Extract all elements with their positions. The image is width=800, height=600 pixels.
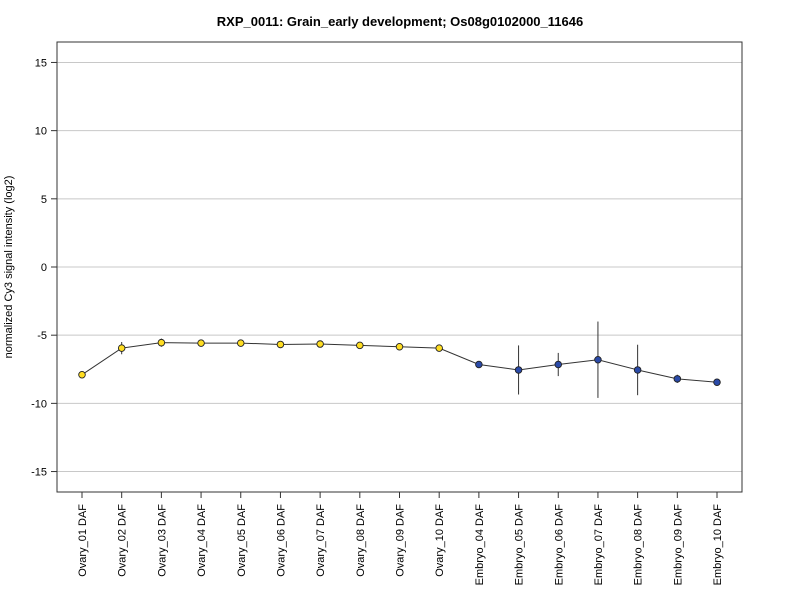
data-point bbox=[197, 339, 205, 347]
x-tick-label: Embryo_10 DAF bbox=[712, 504, 724, 586]
data-point bbox=[673, 375, 682, 383]
x-tick-label: Ovary_03 DAF bbox=[156, 504, 168, 577]
x-tick-label: Embryo_06 DAF bbox=[553, 504, 565, 586]
x-tick-label: Ovary_04 DAF bbox=[196, 504, 208, 577]
x-tick-label: Embryo_08 DAF bbox=[633, 504, 645, 586]
data-point bbox=[475, 360, 483, 369]
plot-frame bbox=[56, 41, 743, 493]
data-point bbox=[276, 340, 285, 349]
y-tick-label: -15 bbox=[31, 467, 47, 479]
grid-lines bbox=[57, 61, 742, 473]
x-tick-label: Ovary_09 DAF bbox=[395, 504, 407, 577]
data-point bbox=[395, 343, 404, 351]
x-tick-label: Embryo_09 DAF bbox=[672, 504, 684, 586]
x-tick-label: Embryo_07 DAF bbox=[593, 504, 605, 586]
data-point bbox=[633, 366, 642, 374]
x-tick-label: Embryo_04 DAF bbox=[474, 504, 486, 586]
x-tick-label: Ovary_01 DAF bbox=[77, 504, 89, 577]
x-tick-label: Ovary_08 DAF bbox=[355, 504, 367, 577]
error-bars bbox=[81, 321, 718, 398]
y-tick-label: 5 bbox=[41, 194, 47, 206]
data-point bbox=[356, 341, 364, 350]
data-points bbox=[78, 338, 721, 386]
x-tick-label: Ovary_02 DAF bbox=[117, 504, 129, 577]
data-point bbox=[554, 360, 563, 369]
y-tick-label: 0 bbox=[41, 262, 47, 274]
y-tick-label: -5 bbox=[37, 330, 47, 342]
data-point bbox=[594, 355, 602, 364]
data-point bbox=[78, 370, 86, 379]
x-tick-label: Embryo_05 DAF bbox=[514, 504, 526, 586]
y-tick-label: -10 bbox=[31, 398, 47, 410]
data-point bbox=[713, 378, 721, 386]
data-point bbox=[316, 340, 324, 348]
x-tick-label: Ovary_06 DAF bbox=[275, 504, 287, 577]
x-tick-label: Ovary_05 DAF bbox=[236, 504, 248, 577]
y-tick-label: 10 bbox=[35, 126, 47, 138]
chart-title: RXP_0011: Grain_early development; Os08g… bbox=[217, 14, 583, 29]
y-tick-label: 15 bbox=[35, 57, 47, 69]
y-axis-label: normalized Cy3 signal intensity (log2) bbox=[3, 176, 15, 359]
data-point bbox=[514, 366, 523, 374]
x-tick-label: Ovary_07 DAF bbox=[315, 504, 327, 577]
data-point bbox=[117, 344, 126, 352]
data-point bbox=[435, 344, 443, 352]
y-axis-ticks: -15 -10 -5 0 5 10 15 bbox=[31, 57, 57, 479]
data-point bbox=[157, 338, 166, 347]
x-tick-label: Ovary_10 DAF bbox=[434, 504, 446, 577]
x-axis-ticks: Ovary_01 DAF Ovary_02 DAF Ovary_03 DAF Ovar… bbox=[77, 492, 724, 585]
data-point bbox=[236, 339, 245, 347]
